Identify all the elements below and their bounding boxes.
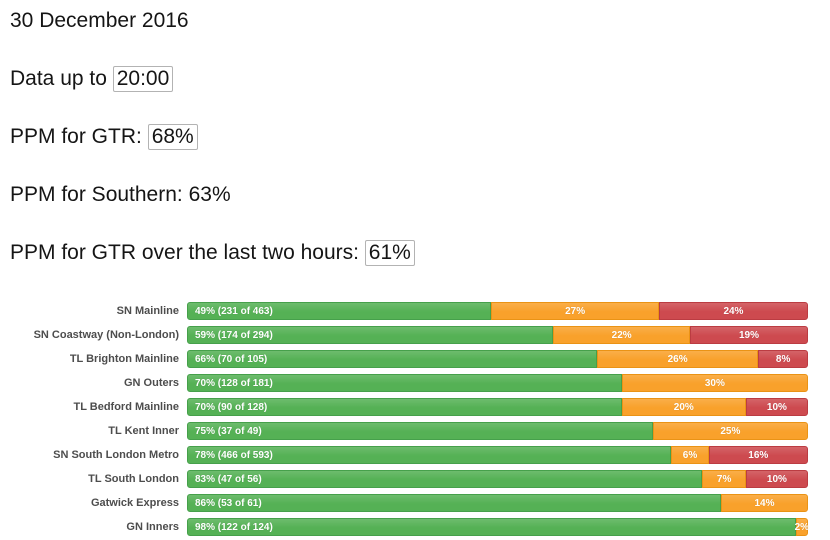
bar-segment-late: 7% [702, 470, 746, 488]
bar-segment-on_time: 66% (70 of 105) [187, 350, 597, 368]
bar-segment-value: 78% (466 of 593) [195, 449, 273, 461]
bar-segment-value: 2% [794, 521, 810, 533]
chart-row: SN Coastway (Non-London) 59% (174 of 294)… [10, 323, 830, 347]
bar-segment-on_time: 70% (128 of 181) [187, 374, 622, 392]
report-header: 30 December 2016 Data up to 20:00 PPM fo… [0, 0, 830, 266]
ppm-gtr-two-hours-line: PPM for GTR over the last two hours: 61% [10, 240, 830, 266]
bar-segment-very_late: 24% [658, 302, 808, 320]
bar-segment-late: 26% [596, 350, 759, 368]
bar-segment-value: 49% (231 of 463) [195, 305, 273, 317]
row-category-label: GN Outers [123, 377, 179, 389]
row-category-label: GN Inners [126, 521, 179, 533]
bar-segment-on_time: 49% (231 of 463) [187, 302, 492, 320]
bar-segment-late: 22% [553, 326, 690, 344]
bar-segment-very_late: 10% [745, 398, 808, 416]
bar-segment-value: 24% [723, 305, 744, 317]
bar-segment-on_time: 75% (37 of 49) [187, 422, 653, 440]
bar-segment-value: 10% [766, 401, 787, 413]
bar-segment-late: 6% [671, 446, 709, 464]
bar-segment-late: 30% [621, 374, 808, 392]
date-heading: 30 December 2016 [10, 9, 189, 32]
bar-segment-value: 19% [738, 329, 759, 341]
stacked-bar: 70% (128 of 181) 30% [187, 374, 808, 392]
ppm-gtr-two-hours-label: PPM for GTR over the last two hours: [10, 241, 365, 264]
stacked-bar: 98% (122 of 124) 2% [187, 518, 810, 536]
chart-row: SN Mainline 49% (231 of 463) 27% 24% [10, 299, 830, 323]
ppm-gtr-label: PPM for GTR: [10, 125, 148, 148]
data-up-to-label: Data up to [10, 67, 113, 90]
bar-segment-value: 70% (90 of 128) [195, 401, 268, 413]
bar-segment-value: 26% [667, 353, 688, 365]
bar-segment-value: 7% [716, 473, 732, 485]
ppm-gtr-value[interactable]: 68% [147, 124, 198, 150]
ppm-southern-line: PPM for Southern: 63% [10, 183, 231, 206]
row-category-label: TL South London [88, 473, 179, 485]
stacked-bar: 83% (47 of 56) 7% 10% [187, 470, 808, 488]
stacked-bar: 70% (90 of 128) 20% 10% [187, 398, 808, 416]
row-category-label: TL Brighton Mainline [69, 353, 179, 365]
bar-segment-value: 27% [565, 305, 586, 317]
bar-segment-on_time: 70% (90 of 128) [187, 398, 622, 416]
row-category-label: TL Bedford Mainline [73, 401, 179, 413]
chart-row: SN South London Metro 78% (466 of 593) 6% 1… [10, 443, 830, 467]
ppm-gtr-two-hours-value[interactable]: 61% [364, 240, 415, 266]
bar-segment-on_time: 59% (174 of 294) [187, 326, 554, 344]
bar-segment-late: 14% [721, 494, 808, 512]
chart-row: TL Bedford Mainline 70% (90 of 128) 20% 10% [10, 395, 830, 419]
bar-segment-value: 59% (174 of 294) [195, 329, 273, 341]
bar-segment-value: 25% [720, 425, 741, 437]
row-category-label: Gatwick Express [90, 497, 179, 509]
bar-segment-very_late: 10% [745, 470, 808, 488]
row-category-label: TL Kent Inner [108, 425, 179, 437]
bar-segment-on_time: 98% (122 of 124) [187, 518, 796, 536]
stacked-bar: 75% (37 of 49) 25% [187, 422, 808, 440]
bar-segment-on_time: 86% (53 of 61) [187, 494, 722, 512]
chart-row: Gatwick Express 86% (53 of 61) 14% [10, 491, 830, 515]
row-category-label: SN Mainline [116, 305, 179, 317]
bar-segment-value: 66% (70 of 105) [195, 353, 268, 365]
stacked-bar: 78% (466 of 593) 6% 16% [187, 446, 808, 464]
stacked-bar: 66% (70 of 105) 26% 8% [187, 350, 808, 368]
bar-segment-late: 20% [621, 398, 746, 416]
bar-segment-value: 86% (53 of 61) [195, 497, 262, 509]
bar-segment-value: 20% [673, 401, 694, 413]
chart-row: TL South London 83% (47 of 56) 7% 10% [10, 467, 830, 491]
bar-segment-value: 6% [682, 449, 698, 461]
bar-segment-on_time: 78% (466 of 593) [187, 446, 672, 464]
stacked-bar: 59% (174 of 294) 22% 19% [187, 326, 808, 344]
chart-row: GN Outers 70% (128 of 181) 30% [10, 371, 830, 395]
bar-segment-late: 27% [491, 302, 659, 320]
bar-segment-value: 70% (128 of 181) [195, 377, 273, 389]
bar-segment-very_late: 19% [689, 326, 808, 344]
row-category-label: SN Coastway (Non-London) [33, 329, 179, 341]
stacked-bar: 86% (53 of 61) 14% [187, 494, 808, 512]
bar-segment-value: 75% (37 of 49) [195, 425, 262, 437]
chart-row: TL Kent Inner 75% (37 of 49) 25% [10, 419, 830, 443]
bar-segment-value: 83% (47 of 56) [195, 473, 262, 485]
bar-segment-very_late: 16% [708, 446, 808, 464]
bar-segment-late: 2% [794, 518, 810, 536]
bar-segment-value: 98% (122 of 124) [195, 521, 273, 533]
bar-segment-value: 16% [748, 449, 769, 461]
data-up-to-line: Data up to 20:00 [10, 66, 830, 92]
bar-segment-value: 10% [766, 473, 787, 485]
chart-row: TL Brighton Mainline 66% (70 of 105) 26% 8% [10, 347, 830, 371]
bar-segment-very_late: 8% [758, 350, 808, 368]
bar-segment-on_time: 83% (47 of 56) [187, 470, 703, 488]
bar-segment-value: 14% [754, 497, 775, 509]
stacked-bar: 49% (231 of 463) 27% 24% [187, 302, 808, 320]
bar-segment-value: 8% [775, 353, 791, 365]
bar-segment-value: 30% [704, 377, 725, 389]
row-category-label: SN South London Metro [53, 449, 179, 461]
bar-segment-late: 25% [652, 422, 808, 440]
chart-row: GN Inners 98% (122 of 124) 2% [10, 515, 830, 539]
data-up-to-value[interactable]: 20:00 [112, 66, 174, 92]
ppm-stacked-bar-chart: SN Mainline 49% (231 of 463) 27% 24% SN Coas… [10, 299, 830, 539]
bar-segment-value: 22% [611, 329, 632, 341]
ppm-gtr-line: PPM for GTR: 68% [10, 124, 830, 150]
